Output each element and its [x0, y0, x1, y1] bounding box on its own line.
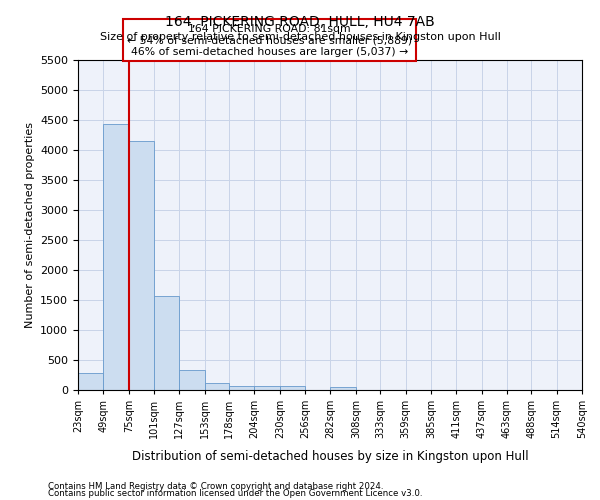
Text: Contains HM Land Registry data © Crown copyright and database right 2024.: Contains HM Land Registry data © Crown c…	[48, 482, 383, 491]
Bar	[331, 386, 356, 390]
Text: Contains public sector information licensed under the Open Government Licence v3: Contains public sector information licen…	[48, 490, 422, 498]
Bar	[179, 370, 205, 390]
X-axis label: Distribution of semi-detached houses by size in Kingston upon Hull: Distribution of semi-detached houses by …	[131, 450, 529, 462]
Text: 164 PICKERING ROAD: 81sqm
← 54% of semi-detached houses are smaller (5,889)
46% : 164 PICKERING ROAD: 81sqm ← 54% of semi-…	[127, 24, 412, 56]
Text: 164, PICKERING ROAD, HULL, HU4 7AB: 164, PICKERING ROAD, HULL, HU4 7AB	[165, 15, 435, 29]
Bar	[280, 386, 305, 390]
Text: Size of property relative to semi-detached houses in Kingston upon Hull: Size of property relative to semi-detach…	[100, 32, 500, 42]
Y-axis label: Number of semi-detached properties: Number of semi-detached properties	[25, 122, 35, 328]
Bar	[229, 386, 254, 390]
Bar	[205, 383, 229, 390]
Bar	[128, 141, 154, 390]
Bar	[154, 296, 179, 390]
Bar	[103, 124, 128, 390]
Bar	[254, 386, 280, 390]
Bar	[78, 372, 103, 390]
